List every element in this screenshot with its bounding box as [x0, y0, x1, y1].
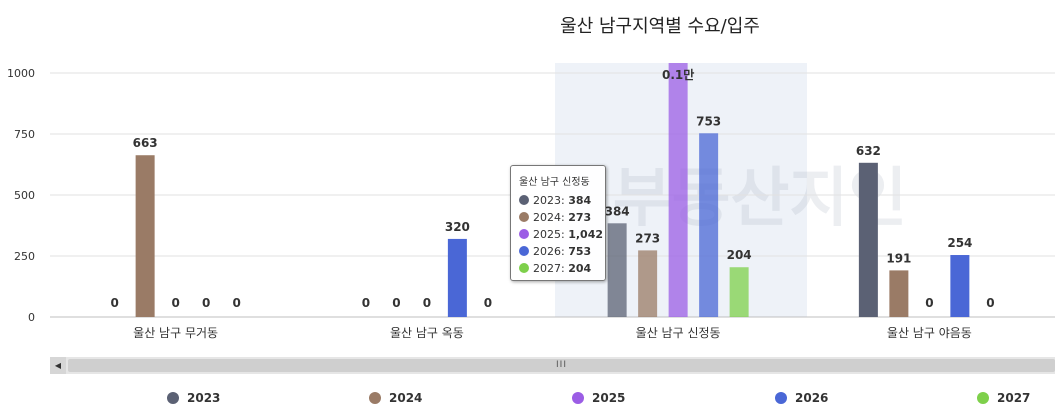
bar — [607, 223, 627, 317]
data-label: 320 — [445, 220, 470, 234]
bar — [699, 133, 719, 317]
bar — [889, 270, 909, 317]
data-labels: 0 663 0 0 0 0 0 0 320 0 384 273 0.1만 753 204 632 191 0 254… — [110, 67, 994, 310]
data-label: 632 — [856, 144, 881, 158]
tooltip-row-2023: 2023: 384 — [519, 192, 597, 209]
x-axis-ticks: 울산 남구 무거동 울산 남구 옥동 울산 남구 신정동 울산 남구 야음동 — [133, 326, 972, 340]
bar — [950, 255, 970, 317]
tooltip-label: 2025: — [533, 228, 565, 241]
data-label: 0 — [925, 296, 933, 310]
tooltip-label: 2026: — [533, 245, 565, 258]
legend-label: 2025 — [592, 391, 626, 405]
data-label: 273 — [635, 231, 660, 245]
y-tick-label: 750 — [14, 128, 35, 141]
tooltip-dot-2024 — [519, 212, 529, 222]
tooltip-dot-2023 — [519, 195, 529, 205]
bars — [135, 63, 970, 317]
bar — [638, 250, 658, 317]
tooltip-label: 2024: — [533, 211, 565, 224]
tooltip-value: 273 — [568, 211, 592, 224]
tooltip-value: 1,042 — [568, 228, 603, 241]
legend-item-2024[interactable]: 2024 — [369, 390, 422, 406]
data-label: 0 — [110, 296, 118, 310]
data-label: 204 — [727, 248, 752, 262]
scroll-left-arrow-icon[interactable]: ◀ — [50, 357, 66, 374]
horizontal-scrollbar[interactable]: ◀ III — [50, 357, 1055, 374]
data-label: 0 — [484, 296, 492, 310]
legend-marker-icon — [775, 392, 787, 404]
x-tick-label: 울산 남구 무거동 — [133, 326, 218, 340]
tooltip-title: 울산 남구 신정동 — [519, 177, 590, 188]
tooltip-dot-2026 — [519, 246, 529, 256]
tooltip-dot-2027 — [519, 263, 529, 273]
tooltip-value: 204 — [568, 262, 592, 275]
legend-label: 2023 — [187, 391, 221, 405]
legend-marker-icon — [369, 392, 381, 404]
watermark: 부동산지인 — [613, 162, 907, 236]
y-axis-ticks: 0 250 500 750 1000 — [7, 67, 35, 324]
tooltip-label: 2027: — [533, 262, 565, 275]
legend-item-2025[interactable]: 2025 — [572, 390, 625, 406]
legend-item-2027[interactable]: 2027 — [977, 390, 1030, 406]
x-tick-label: 울산 남구 신정동 — [636, 326, 721, 340]
x-tick-label: 울산 남구 옥동 — [390, 326, 464, 340]
x-tick-label: 울산 남구 야음동 — [887, 326, 972, 340]
legend-item-2026[interactable]: 2026 — [775, 390, 828, 406]
data-label: 753 — [696, 114, 721, 128]
chart-title: 울산 남구지역별 수요/입주 — [560, 16, 760, 37]
legend-label: 2024 — [389, 391, 423, 405]
tooltip-label: 2023: — [533, 194, 565, 207]
bar — [729, 267, 749, 317]
data-label: 0 — [202, 296, 210, 310]
data-label: 0 — [232, 296, 240, 310]
tooltip-row-2026: 2026: 753 — [519, 243, 597, 260]
y-tick-label: 1000 — [7, 67, 35, 80]
y-tick-label: 500 — [14, 189, 35, 202]
legend-item-2023[interactable]: 2023 — [167, 390, 220, 406]
y-tick-label: 250 — [14, 250, 35, 263]
bar — [447, 238, 467, 317]
bar — [135, 155, 155, 317]
data-label: 0 — [392, 296, 400, 310]
tooltip-row-2024: 2024: 273 — [519, 209, 597, 226]
tooltip: 울산 남구 신정동 2023: 384 2024: 273 2025: 1,04… — [510, 165, 606, 281]
legend-marker-icon — [572, 392, 584, 404]
tooltip-row-2027: 2027: 204 — [519, 260, 597, 277]
data-label: 191 — [886, 251, 911, 265]
data-label: 0 — [362, 296, 370, 310]
bar — [668, 63, 688, 317]
data-label: 0.1만 — [662, 67, 694, 82]
data-label: 0 — [423, 296, 431, 310]
tooltip-dot-2025 — [519, 229, 529, 239]
data-label: 0 — [171, 296, 179, 310]
scroll-thumb[interactable]: III — [68, 359, 1055, 372]
legend-marker-icon — [167, 392, 179, 404]
legend-label: 2026 — [795, 391, 829, 405]
watermark-text: 부동산지인 — [613, 162, 907, 236]
y-tick-label: 0 — [28, 311, 35, 324]
tooltip-value: 753 — [568, 245, 592, 258]
legend-label: 2027 — [997, 391, 1031, 405]
data-label: 0 — [986, 296, 994, 310]
tooltip-value: 384 — [568, 194, 592, 207]
bar — [858, 162, 878, 317]
tooltip-row-2025: 2025: 1,042 — [519, 226, 603, 243]
data-label: 254 — [947, 236, 972, 250]
data-label: 384 — [605, 204, 630, 218]
data-label: 663 — [133, 136, 158, 150]
legend-marker-icon — [977, 392, 989, 404]
